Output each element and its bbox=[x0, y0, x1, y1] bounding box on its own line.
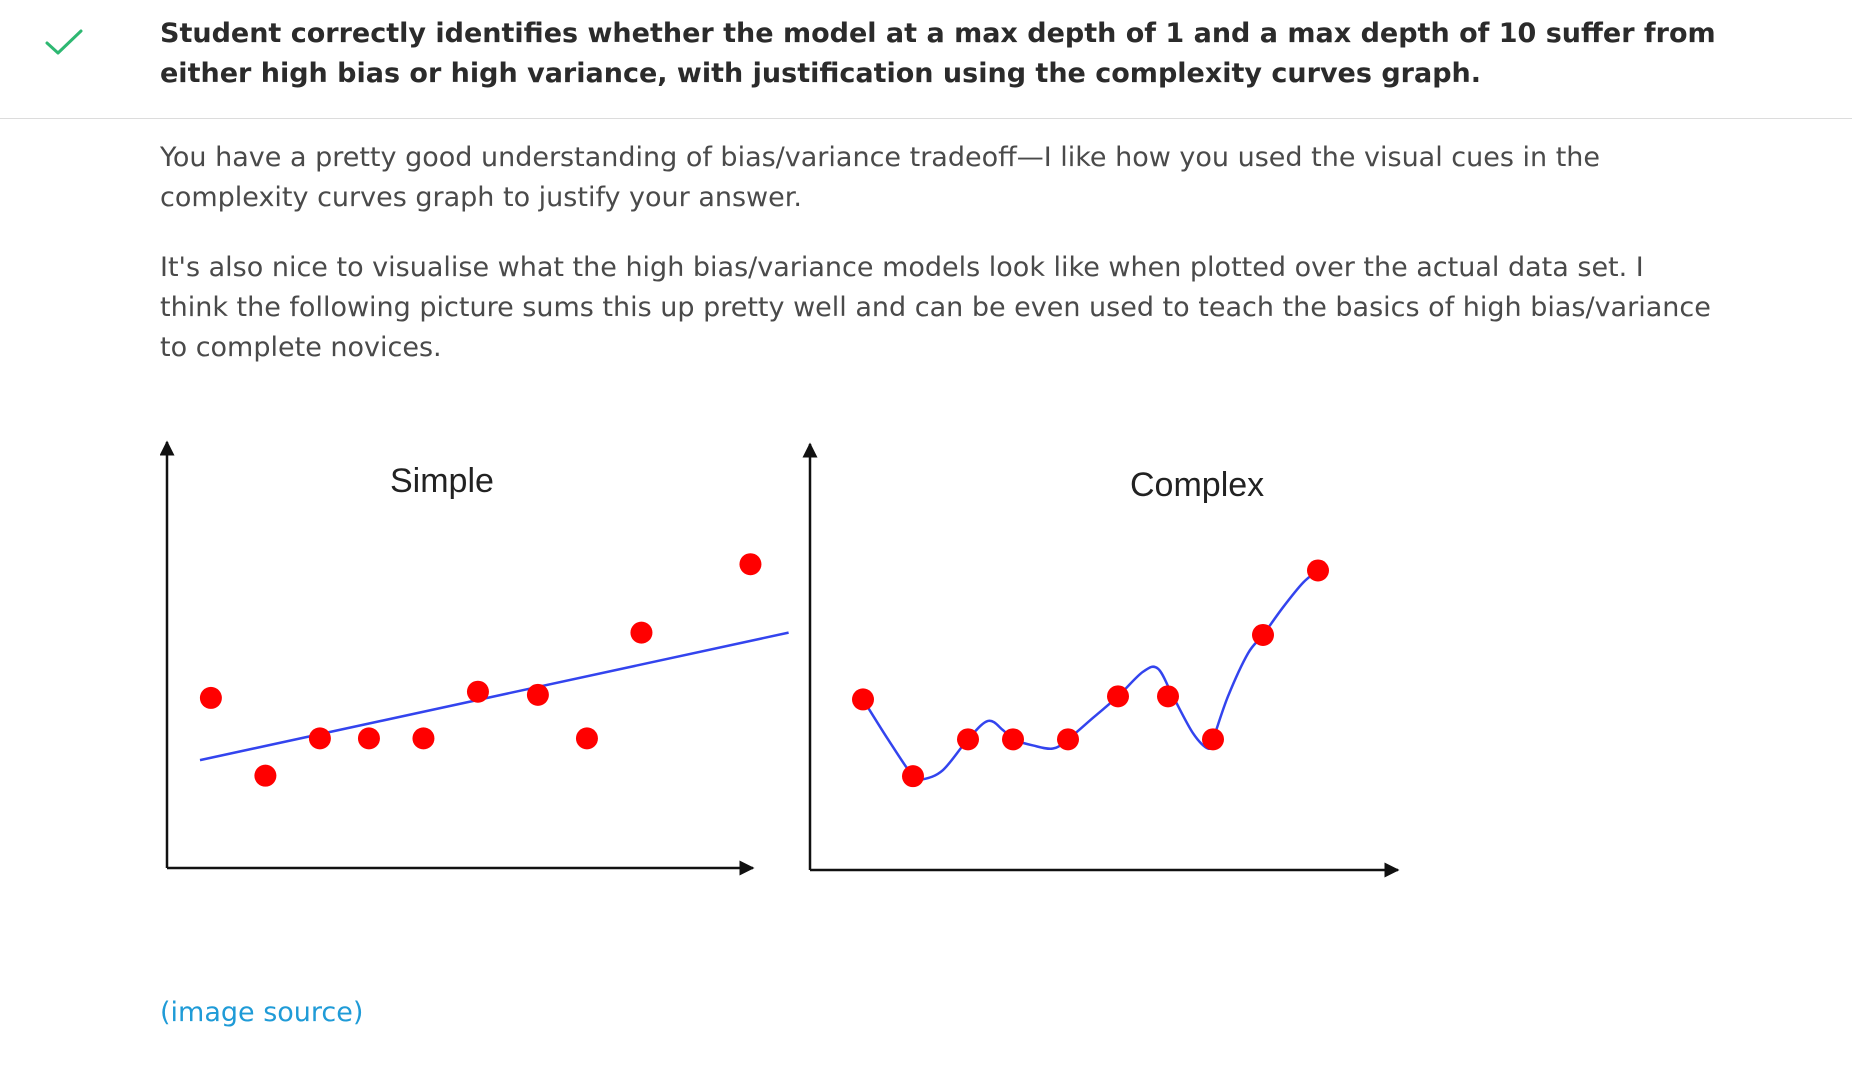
simple-data-point bbox=[357, 727, 380, 750]
complex-chart-title: Complex bbox=[1130, 466, 1264, 504]
bias-variance-figure: Simple Complex bbox=[160, 440, 1580, 980]
check-icon bbox=[45, 29, 83, 55]
simple-data-point bbox=[412, 727, 435, 750]
complex-data-point bbox=[1252, 623, 1274, 646]
complex-fit-curve bbox=[861, 569, 1319, 782]
complex-data-point bbox=[1057, 728, 1079, 751]
complex-data-point bbox=[1202, 728, 1224, 751]
simple-fit-line bbox=[199, 631, 789, 762]
simple-data-point bbox=[466, 680, 489, 703]
complex-data-point bbox=[1157, 685, 1179, 708]
complex-data-point bbox=[852, 688, 874, 711]
simple-chart: Simple bbox=[160, 440, 789, 876]
simple-data-point bbox=[526, 683, 549, 706]
criterion-text: Student correctly identifies whether the… bbox=[160, 18, 1716, 89]
bias-variance-charts: Simple Complex bbox=[160, 440, 1400, 878]
simple-data-point bbox=[630, 621, 653, 644]
image-source-link[interactable]: (image source) bbox=[160, 997, 364, 1028]
complex-chart: Complex bbox=[802, 442, 1400, 878]
simple-data-point bbox=[575, 727, 598, 750]
simple-chart-title: Simple bbox=[390, 462, 494, 500]
complex-data-point bbox=[902, 765, 924, 788]
feedback-body: You have a pretty good understanding of … bbox=[160, 138, 1720, 398]
simple-data-point bbox=[308, 727, 331, 750]
simple-data-point bbox=[199, 686, 222, 709]
feedback-paragraph-2: It's also nice to visualise what the hig… bbox=[160, 252, 1711, 363]
divider bbox=[0, 118, 1852, 119]
feedback-paragraph-1: You have a pretty good understanding of … bbox=[160, 142, 1601, 213]
complex-data-point bbox=[1307, 559, 1329, 582]
simple-data-point bbox=[254, 764, 277, 787]
simple-data-point bbox=[739, 553, 762, 576]
complex-data-point bbox=[957, 728, 979, 751]
complex-data-point bbox=[1002, 728, 1024, 751]
complex-data-point bbox=[1107, 685, 1129, 708]
